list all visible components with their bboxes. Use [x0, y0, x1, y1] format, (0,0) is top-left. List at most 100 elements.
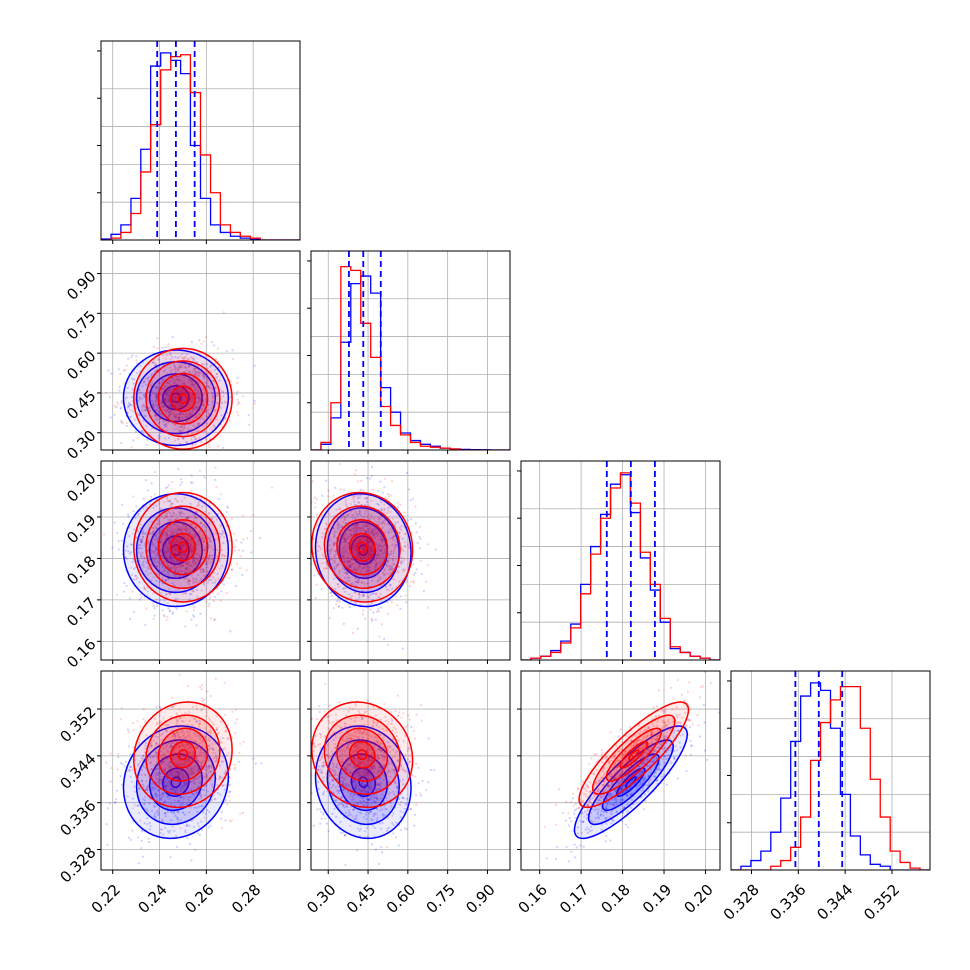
- scatter-point: [177, 799, 180, 803]
- scatter-point: [258, 536, 261, 540]
- scatter-point: [369, 593, 372, 596]
- scatter-point: [170, 772, 173, 776]
- scatter-point: [178, 371, 182, 374]
- scatter-point: [182, 763, 185, 766]
- scatter-point: [397, 565, 400, 568]
- scatter-point: [152, 558, 155, 562]
- scatter-point: [190, 398, 193, 402]
- scatter-point: [157, 436, 160, 439]
- scatter-point: [214, 797, 217, 801]
- scatter-point: [199, 722, 202, 726]
- scatter-point: [367, 540, 370, 543]
- scatter-point: [187, 365, 190, 368]
- scatter-point: [164, 786, 167, 789]
- scatter-point: [192, 435, 195, 438]
- scatter-point: [189, 413, 192, 416]
- scatter-point: [367, 529, 370, 532]
- scatter-point: [154, 545, 157, 549]
- scatter-point: [382, 571, 385, 574]
- scatter-point: [184, 396, 187, 399]
- scatter-point: [176, 817, 179, 820]
- scatter-point: [171, 782, 174, 785]
- scatter-point: [391, 537, 394, 540]
- scatter-point: [184, 391, 187, 394]
- scatter-point: [200, 708, 203, 711]
- scatter-point: [354, 750, 357, 753]
- scatter-point: [410, 580, 413, 583]
- scatter-point: [196, 504, 199, 507]
- scatter-point: [184, 407, 187, 411]
- scatter-point: [189, 545, 192, 548]
- scatter-point: [182, 553, 185, 556]
- scatter-point: [380, 507, 383, 510]
- scatter-point: [366, 540, 369, 543]
- scatter-point: [223, 747, 226, 750]
- scatter-point: [143, 381, 146, 384]
- scatter-point: [169, 566, 172, 570]
- scatter-point: [353, 503, 356, 506]
- scatter-point: [196, 407, 199, 410]
- scatter-point: [221, 402, 224, 405]
- scatter-point: [370, 499, 373, 502]
- scatter-point: [215, 754, 218, 758]
- scatter-point: [186, 562, 189, 565]
- scatter-point: [162, 761, 165, 764]
- scatter-point: [221, 531, 224, 535]
- scatter-point: [160, 381, 163, 384]
- scatter-point: [173, 568, 176, 571]
- scatter-point: [221, 827, 224, 830]
- scatter-point: [381, 491, 384, 494]
- scatter-point: [151, 427, 154, 430]
- scatter-point: [206, 378, 209, 381]
- scatter-point: [239, 567, 242, 570]
- scatter-point: [225, 350, 228, 353]
- scatter-point: [146, 378, 149, 381]
- scatter-point: [349, 535, 352, 539]
- y-tick-label: 0.19: [63, 511, 99, 547]
- scatter-point: [164, 543, 167, 547]
- scatter-point: [165, 536, 168, 539]
- scatter-point: [176, 368, 180, 372]
- scatter-point: [191, 432, 194, 435]
- scatter-point: [194, 526, 197, 529]
- scatter-point: [137, 514, 140, 517]
- scatter-point: [193, 792, 196, 796]
- scatter-point: [171, 566, 174, 569]
- scatter-point: [387, 589, 390, 592]
- scatter-point: [150, 383, 153, 386]
- scatter-point: [161, 753, 164, 756]
- scatter-point: [377, 579, 380, 582]
- scatter-point: [173, 439, 177, 442]
- scatter-point: [164, 811, 167, 814]
- scatter-point: [174, 574, 177, 577]
- scatter-point: [405, 601, 408, 604]
- panel-content: [311, 251, 510, 450]
- scatter-point: [332, 543, 335, 546]
- scatter-point: [199, 570, 202, 574]
- scatter-point: [401, 647, 404, 650]
- scatter-point: [189, 543, 192, 546]
- scatter-point: [188, 561, 191, 564]
- scatter-point: [127, 357, 130, 360]
- scatter-point: [156, 781, 159, 784]
- scatter-point: [145, 425, 148, 428]
- scatter-point: [194, 408, 197, 411]
- scatter-point: [189, 548, 192, 551]
- scatter-point: [171, 422, 174, 425]
- scatter-point: [199, 794, 203, 797]
- scatter-point: [365, 560, 368, 564]
- scatter-point: [199, 568, 202, 571]
- scatter-point: [199, 398, 202, 401]
- scatter-point: [175, 770, 178, 774]
- scatter-point: [189, 564, 192, 567]
- scatter-point: [207, 605, 210, 608]
- scatter-point: [321, 532, 324, 535]
- scatter-point: [194, 536, 197, 539]
- scatter-point: [366, 565, 369, 568]
- scatter-point: [166, 497, 169, 501]
- scatter-point: [160, 778, 163, 781]
- scatter-point: [383, 549, 386, 552]
- scatter-point: [196, 372, 200, 375]
- scatter-point: [187, 406, 190, 409]
- scatter-point: [140, 539, 143, 542]
